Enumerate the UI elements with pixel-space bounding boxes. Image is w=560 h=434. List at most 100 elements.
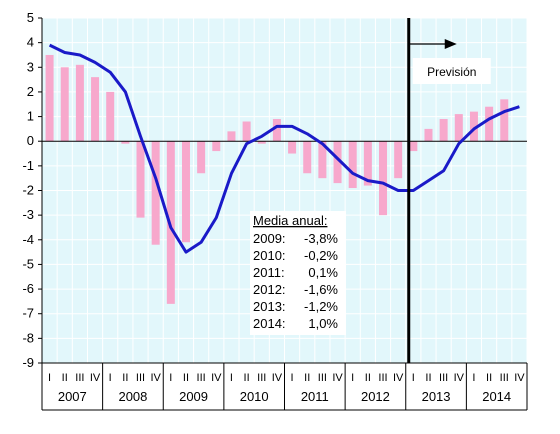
quarter-label: II <box>425 372 431 384</box>
quarter-label: I <box>291 372 294 384</box>
y-tick-label: 4 <box>27 35 34 50</box>
annotation-year: 2009: <box>253 231 286 246</box>
bar <box>333 141 342 184</box>
quarter-label: II <box>244 372 250 384</box>
bar <box>212 141 221 152</box>
annotation-value: -1,6% <box>304 282 338 297</box>
y-tick-label: -3 <box>22 207 34 222</box>
quarter-label: IV <box>393 372 404 384</box>
quarter-label: II <box>183 372 189 384</box>
quarter-label: I <box>412 372 415 384</box>
quarter-label: II <box>304 372 310 384</box>
bar <box>242 121 251 142</box>
annotation-year: 2011: <box>253 265 285 280</box>
annotation-value: -0,2% <box>304 248 338 263</box>
annotation-background <box>250 211 346 335</box>
quarter-label: IV <box>332 372 343 384</box>
y-tick-label: -4 <box>22 232 34 247</box>
y-tick-label: -5 <box>22 256 34 271</box>
quarter-label: III <box>136 372 145 384</box>
y-tick-label: -7 <box>22 306 34 321</box>
bar <box>75 64 84 142</box>
y-tick-label: 3 <box>27 59 34 74</box>
annotation-value: -3,8% <box>304 231 338 246</box>
quarter-label: IV <box>90 372 101 384</box>
forecast-arrow <box>408 39 457 49</box>
annotation-year: 2010: <box>253 248 286 263</box>
bar <box>257 141 266 144</box>
quarter-label: IV <box>150 372 161 384</box>
bar <box>348 141 357 189</box>
year-label: 2011 <box>301 389 329 404</box>
annotation-value: 1,0% <box>308 316 338 331</box>
quarter-label: IV <box>211 372 222 384</box>
x-axis: I II III IV I II III IV I II III IV I II III IV I II III IV… <box>41 362 528 411</box>
quarter-label: III <box>378 372 387 384</box>
bar <box>394 141 403 179</box>
quarter-label: I <box>109 372 112 384</box>
year-label: 2010 <box>240 389 269 404</box>
y-tick-label: -6 <box>22 281 34 296</box>
annotation-year: 2012: <box>253 282 286 297</box>
annual-average-box: Media anual: 2009: -3,8% 2010: -0,2% 2011: 0,… <box>250 211 346 335</box>
quarter-label: IV <box>514 372 525 384</box>
y-tick-label: 5 <box>27 10 34 25</box>
quarter-label: I <box>472 372 475 384</box>
bar <box>136 141 145 218</box>
bar <box>60 67 69 142</box>
quarter-label: I <box>169 372 172 384</box>
bar <box>409 141 418 152</box>
y-tick-label: 2 <box>27 84 34 99</box>
quarter-label: I <box>351 372 354 384</box>
bar <box>121 141 130 144</box>
forecast-label-box <box>412 58 491 84</box>
quarter-label: II <box>122 372 128 384</box>
bar <box>45 54 54 142</box>
quarter-label: IV <box>272 372 283 384</box>
y-tick-label: 1 <box>27 109 34 124</box>
bar <box>379 141 388 216</box>
line-series <box>48 43 520 254</box>
quarter-label: II <box>486 372 492 384</box>
bar <box>469 111 478 142</box>
y-tick-label: -8 <box>22 330 34 345</box>
y-axis: 5 4 3 2 1 0 -1 -2 -3 -4 -5 -6 -7 -8 -9 <box>22 10 43 370</box>
bar <box>151 141 160 245</box>
quarter-label: II <box>62 372 68 384</box>
bar <box>318 141 327 179</box>
quarter-label: III <box>257 372 266 384</box>
bar <box>363 141 372 186</box>
annotation-value: 0,1% <box>308 265 338 280</box>
y-tick-label: 0 <box>27 133 34 148</box>
bar <box>106 91 115 142</box>
year-label: 2012 <box>361 389 390 404</box>
bar <box>181 141 190 243</box>
year-label: 2008 <box>118 389 147 404</box>
quarter-label: II <box>365 372 371 384</box>
annotation-year: 2013: <box>253 299 286 314</box>
bar <box>91 77 100 142</box>
bar <box>272 119 281 142</box>
bar <box>424 128 433 142</box>
arrow-head <box>444 39 457 49</box>
quarter-label: III <box>75 372 84 384</box>
quarter-label: III <box>439 372 448 384</box>
bar <box>288 141 297 154</box>
bar <box>500 99 509 142</box>
quarter-label: III <box>197 372 206 384</box>
bar <box>303 141 312 174</box>
quarter-label: I <box>230 372 233 384</box>
year-label: 2013 <box>422 389 451 404</box>
annotation-year: 2014: <box>253 316 286 331</box>
bar <box>227 131 236 142</box>
y-tick-label: -1 <box>22 158 34 173</box>
quarter-label: IV <box>454 372 465 384</box>
bar <box>485 106 494 142</box>
year-label: 2009 <box>179 389 208 404</box>
annotation-value: -1,2% <box>304 299 338 314</box>
annotation-title: Media anual: <box>253 213 327 228</box>
quarter-label: III <box>500 372 509 384</box>
bar <box>439 119 448 142</box>
y-tick-label: -9 <box>22 355 34 370</box>
